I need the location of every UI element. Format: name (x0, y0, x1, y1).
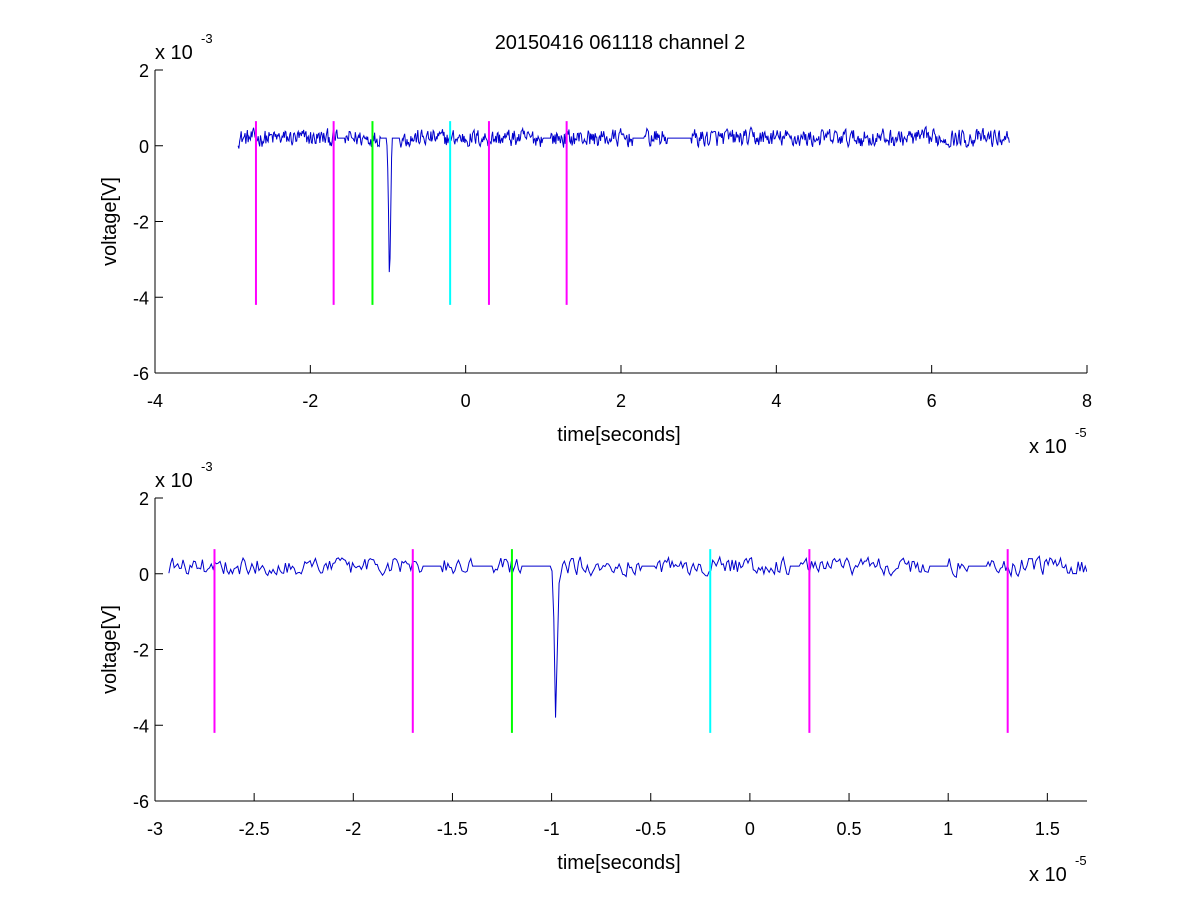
x-tick-label: 2 (616, 391, 626, 411)
plot-data-area (237, 121, 1010, 305)
y-tick-label: -6 (133, 364, 149, 384)
x-axis-label: time[seconds] (557, 852, 680, 874)
x-tick-label: 1 (943, 819, 953, 839)
y-tick-label: 0 (139, 137, 149, 157)
x-tick-label: 0 (461, 391, 471, 411)
y-tick-label: 0 (139, 565, 149, 585)
signal-trace (237, 125, 1010, 273)
x-tick-label: -4 (147, 391, 163, 411)
signal-trace (168, 555, 1087, 718)
y-multiplier-base: x 10 (155, 42, 193, 64)
y-multiplier-power: -3 (201, 31, 213, 46)
x-axis-label: time[seconds] (557, 424, 680, 446)
x-tick-label: 6 (927, 391, 937, 411)
x-tick-label: 8 (1082, 391, 1092, 411)
x-tick-label: -3 (147, 819, 163, 839)
y-axis-label: voltage[V] (99, 605, 121, 694)
figure-title: 20150416 061118 channel 2 (495, 32, 746, 54)
x-tick-label: -2.5 (239, 819, 270, 839)
x-tick-label: -0.5 (635, 819, 666, 839)
top-subplot: -4 -2 0 2 4 6 8 -6 -4 -2 0 2 time[seconds] voltage[V]… (99, 31, 1092, 458)
y-tick-label: -2 (133, 213, 149, 233)
x-tick-label: -2 (345, 819, 361, 839)
y-tick-label: -2 (133, 641, 149, 661)
y-multiplier-base: x 10 (155, 470, 193, 492)
x-multiplier-base: x 10 (1029, 436, 1067, 458)
x-tick-label: 4 (771, 391, 781, 411)
y-tick-label: -4 (133, 716, 149, 736)
y-multiplier-power: -3 (201, 459, 213, 474)
bottom-subplot: -3 -2.5 -2 -1.5 -1 -0.5 0 0.5 1 1.5 -6 -4 -2 0 2 time[s… (99, 459, 1087, 886)
y-tick-label: -4 (133, 288, 149, 308)
plot-data-area (168, 549, 1087, 733)
x-multiplier-power: -5 (1075, 853, 1087, 868)
y-tick-label: 2 (139, 489, 149, 509)
y-axis-label: voltage[V] (99, 177, 121, 266)
y-tick-label: 2 (139, 61, 149, 81)
y-tick-label: -6 (133, 792, 149, 812)
x-tick-label: -2 (302, 391, 318, 411)
x-tick-label: 0.5 (837, 819, 862, 839)
x-multiplier-power: -5 (1075, 425, 1087, 440)
x-tick-label: 1.5 (1035, 819, 1060, 839)
x-tick-label: -1 (544, 819, 560, 839)
x-tick-label: 0 (745, 819, 755, 839)
x-tick-label: -1.5 (437, 819, 468, 839)
x-multiplier-base: x 10 (1029, 864, 1067, 886)
